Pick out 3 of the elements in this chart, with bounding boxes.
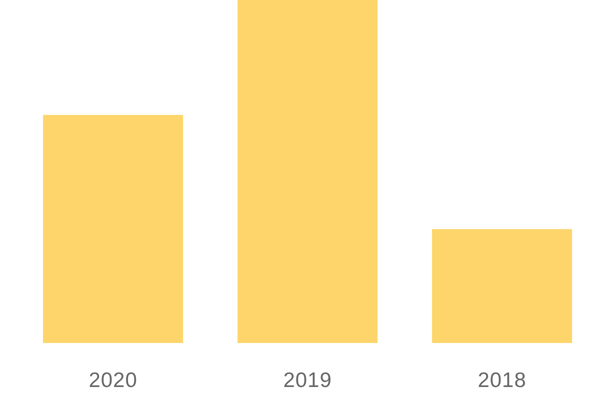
x-tick-label: 2019 — [283, 369, 332, 392]
x-tick-label: 2020 — [88, 369, 138, 392]
x-tick-label: 2018 — [478, 369, 526, 392]
